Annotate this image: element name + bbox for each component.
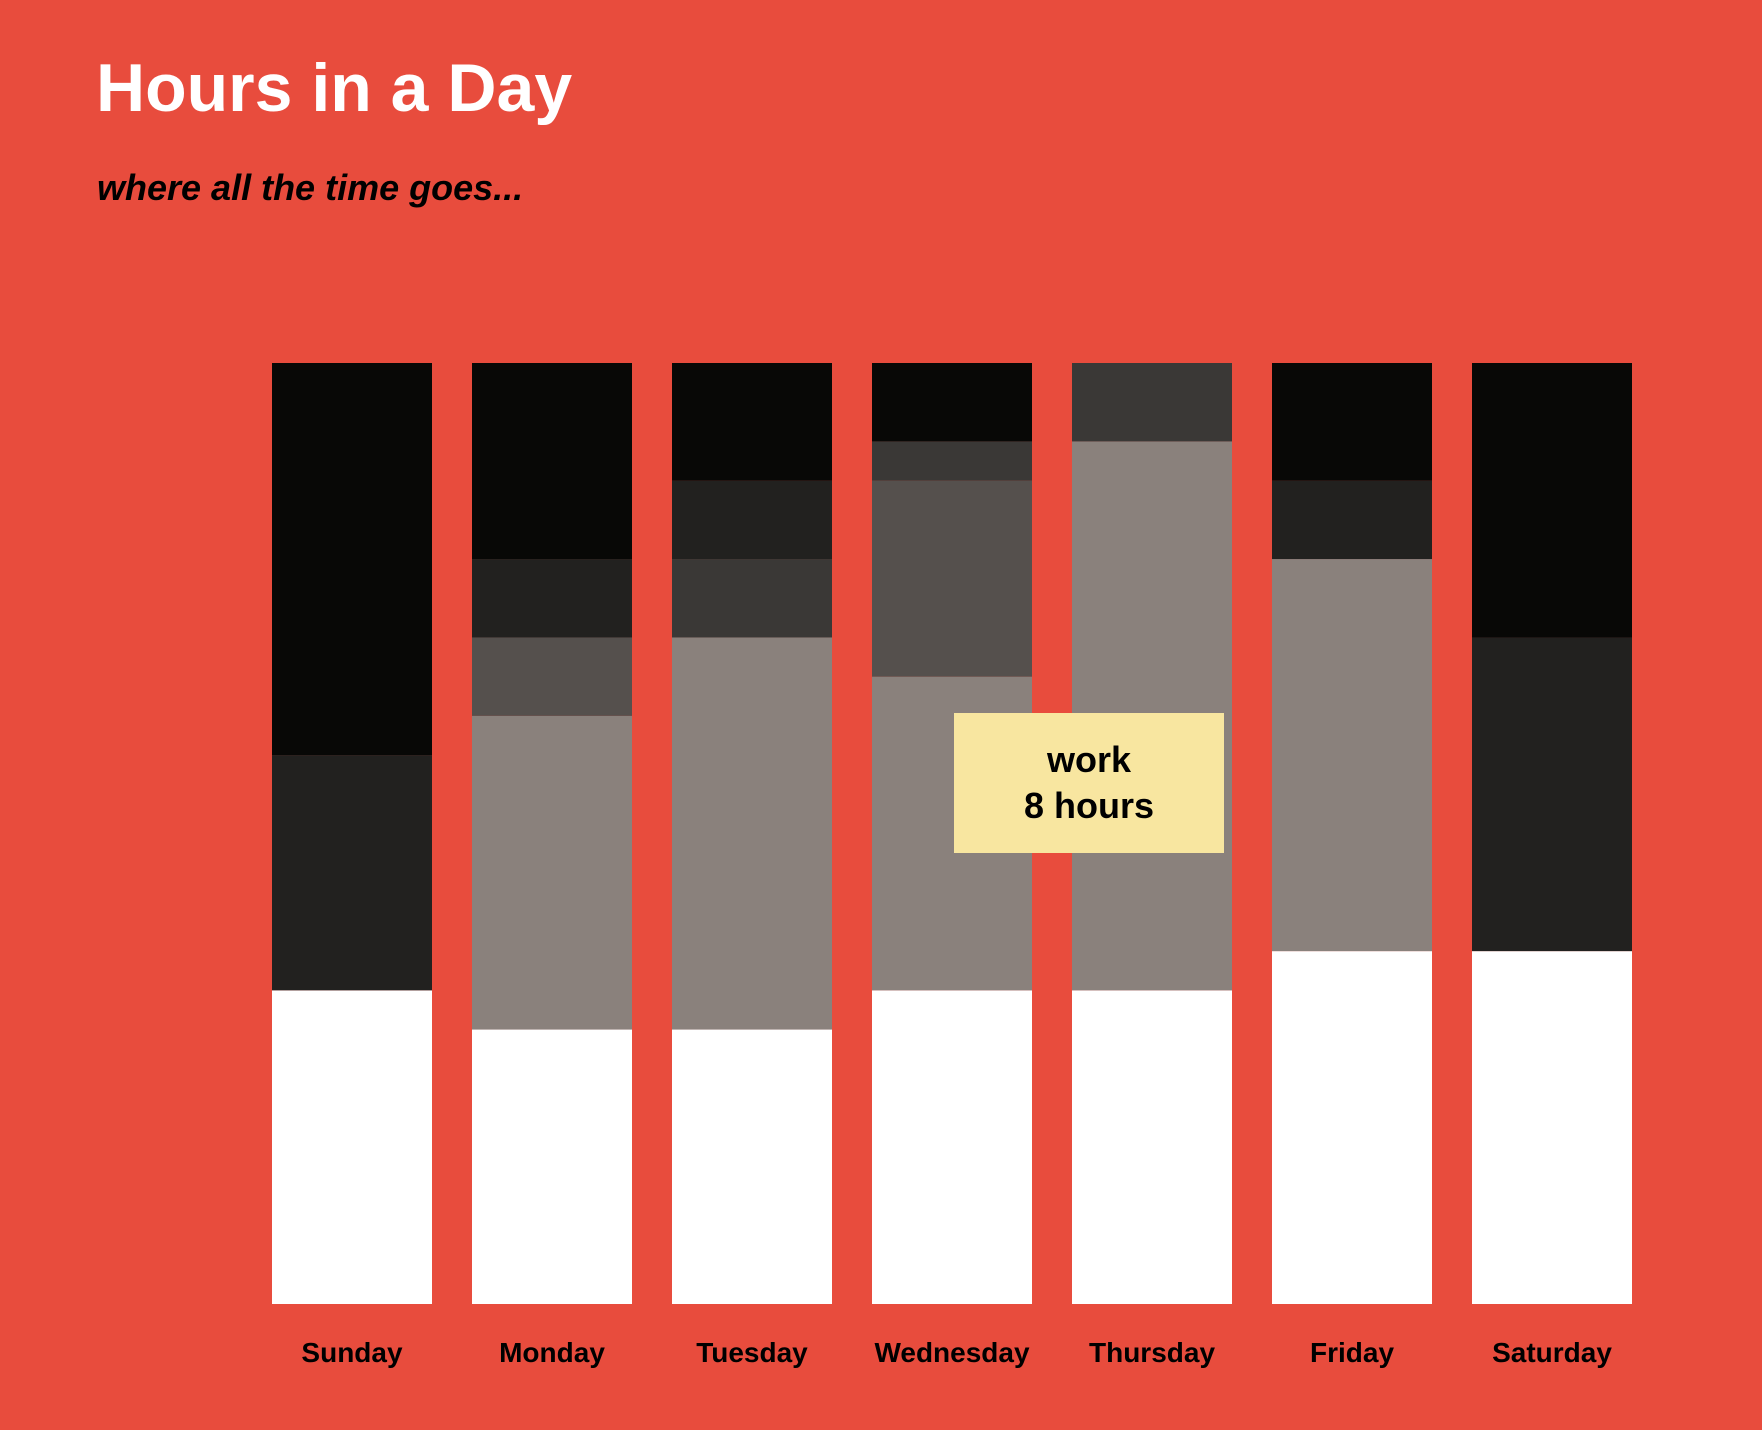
bar-segment-monday-0[interactable]	[472, 1029, 632, 1304]
x-tick-label-monday: Monday	[499, 1337, 605, 1368]
bar-segment-monday-4[interactable]	[472, 559, 632, 638]
bar-segment-friday-0[interactable]	[1272, 951, 1432, 1304]
bar-segment-friday-5[interactable]	[1272, 363, 1432, 481]
bar-segment-wednesday-2[interactable]	[872, 480, 1032, 677]
bar-segment-saturday-0[interactable]	[1472, 951, 1632, 1304]
x-tick-label-thursday: Thursday	[1089, 1337, 1215, 1368]
x-tick-label-friday: Friday	[1310, 1337, 1394, 1368]
bar-segment-tuesday-0[interactable]	[672, 1029, 832, 1304]
bar-tooltip: work 8 hours	[954, 713, 1224, 853]
x-tick-label-tuesday: Tuesday	[696, 1337, 808, 1368]
chart-subtitle: where all the time goes...	[97, 167, 524, 208]
bar-segment-sunday-5[interactable]	[272, 363, 432, 756]
bar-segment-tuesday-3[interactable]	[672, 559, 832, 638]
bar-segment-wednesday-5[interactable]	[872, 363, 1032, 442]
x-tick-label-saturday: Saturday	[1492, 1337, 1612, 1368]
x-tick-label-wednesday: Wednesday	[874, 1337, 1030, 1368]
tooltip-value: 8 hours	[1023, 785, 1155, 826]
bar-segment-sunday-0[interactable]	[272, 990, 432, 1304]
bar-segment-tuesday-4[interactable]	[672, 480, 832, 560]
bar-segment-monday-5[interactable]	[472, 363, 632, 560]
bar-segment-saturday-4[interactable]	[1472, 637, 1632, 952]
bar-segment-tuesday-1[interactable]	[672, 637, 832, 1030]
tooltip-category: work	[1046, 739, 1132, 780]
bar-segment-saturday-5[interactable]	[1472, 363, 1632, 638]
bar-segment-monday-2[interactable]	[472, 637, 632, 716]
bar-segment-tuesday-5[interactable]	[672, 363, 832, 481]
bar-segment-thursday-0[interactable]	[1072, 990, 1232, 1304]
bar-segment-thursday-3[interactable]	[1072, 363, 1232, 442]
bar-segment-monday-1[interactable]	[472, 715, 632, 1030]
bar-segment-sunday-4[interactable]	[272, 755, 432, 991]
bar-segment-wednesday-3[interactable]	[872, 441, 1032, 481]
chart-title: Hours in a Day	[96, 50, 573, 126]
bar-segment-wednesday-0[interactable]	[872, 990, 1032, 1304]
bar-segment-friday-4[interactable]	[1272, 480, 1432, 560]
bar-segment-friday-1[interactable]	[1272, 559, 1432, 952]
x-tick-label-sunday: Sunday	[301, 1337, 403, 1368]
